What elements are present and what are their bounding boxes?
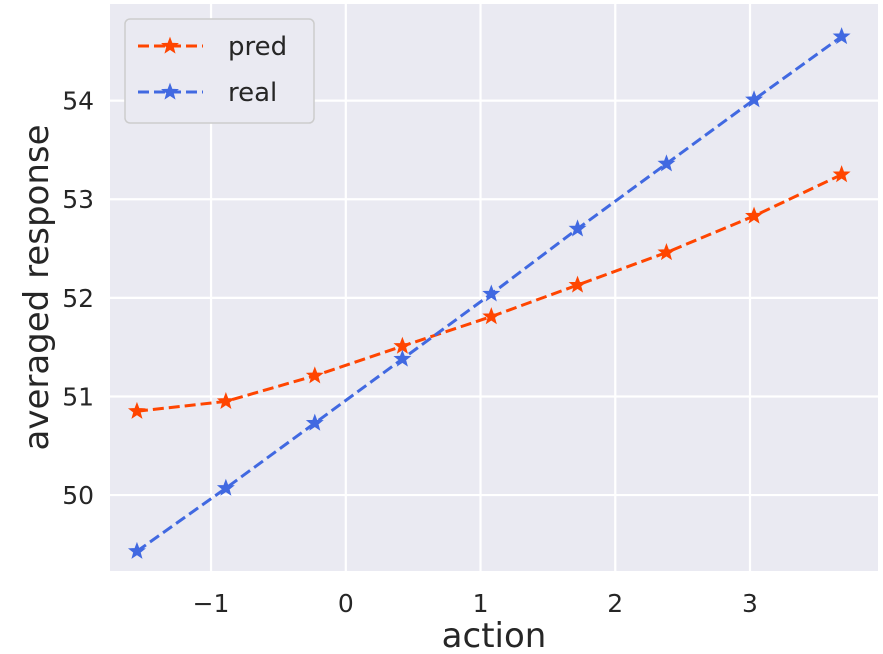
data-point-real [832, 27, 851, 45]
y-tick-label: 54 [62, 87, 94, 116]
data-point-real [568, 219, 587, 237]
series-pred [127, 165, 851, 419]
y-tick-label: 51 [62, 382, 94, 411]
x-tick-labels: −1 0 1 2 3 [193, 589, 758, 618]
series-real [127, 27, 851, 559]
x-axis-label: action [442, 616, 547, 654]
data-point-real [127, 541, 146, 559]
y-tick-label: 53 [62, 185, 94, 214]
data-point-real [657, 154, 676, 172]
x-tick-label: 0 [338, 589, 354, 618]
legend-marker-pred [161, 36, 179, 54]
data-point-pred [127, 401, 146, 419]
legend-label-real: real [228, 78, 277, 108]
legend-item: real [138, 78, 277, 108]
y-axis-label: averaged response [17, 124, 57, 450]
legend-item: pred [138, 32, 287, 62]
data-point-pred [482, 307, 501, 325]
data-point-pred [745, 206, 764, 224]
data-point-real [216, 478, 235, 496]
series-layer [127, 27, 851, 559]
x-tick-label: 2 [607, 589, 623, 618]
data-point-real [745, 90, 764, 108]
data-point-real [482, 284, 501, 302]
x-tick-label: 1 [473, 589, 489, 618]
data-point-pred [832, 165, 851, 183]
data-point-pred [568, 275, 587, 293]
data-point-pred [657, 243, 676, 261]
data-point-pred [216, 391, 235, 410]
y-tick-labels: 50 51 52 53 54 [62, 87, 94, 510]
x-tick-label: −1 [193, 589, 230, 618]
data-point-real [393, 349, 412, 367]
y-tick-label: 50 [62, 481, 94, 510]
data-point-pred [393, 336, 412, 354]
y-tick-label: 52 [62, 284, 94, 313]
data-point-pred [305, 366, 324, 384]
legend: pred real [124, 18, 315, 124]
data-point-real [305, 413, 324, 431]
x-tick-label: 3 [742, 589, 758, 618]
legend-label-pred: pred [228, 32, 287, 62]
legend-marker-real [161, 82, 179, 100]
